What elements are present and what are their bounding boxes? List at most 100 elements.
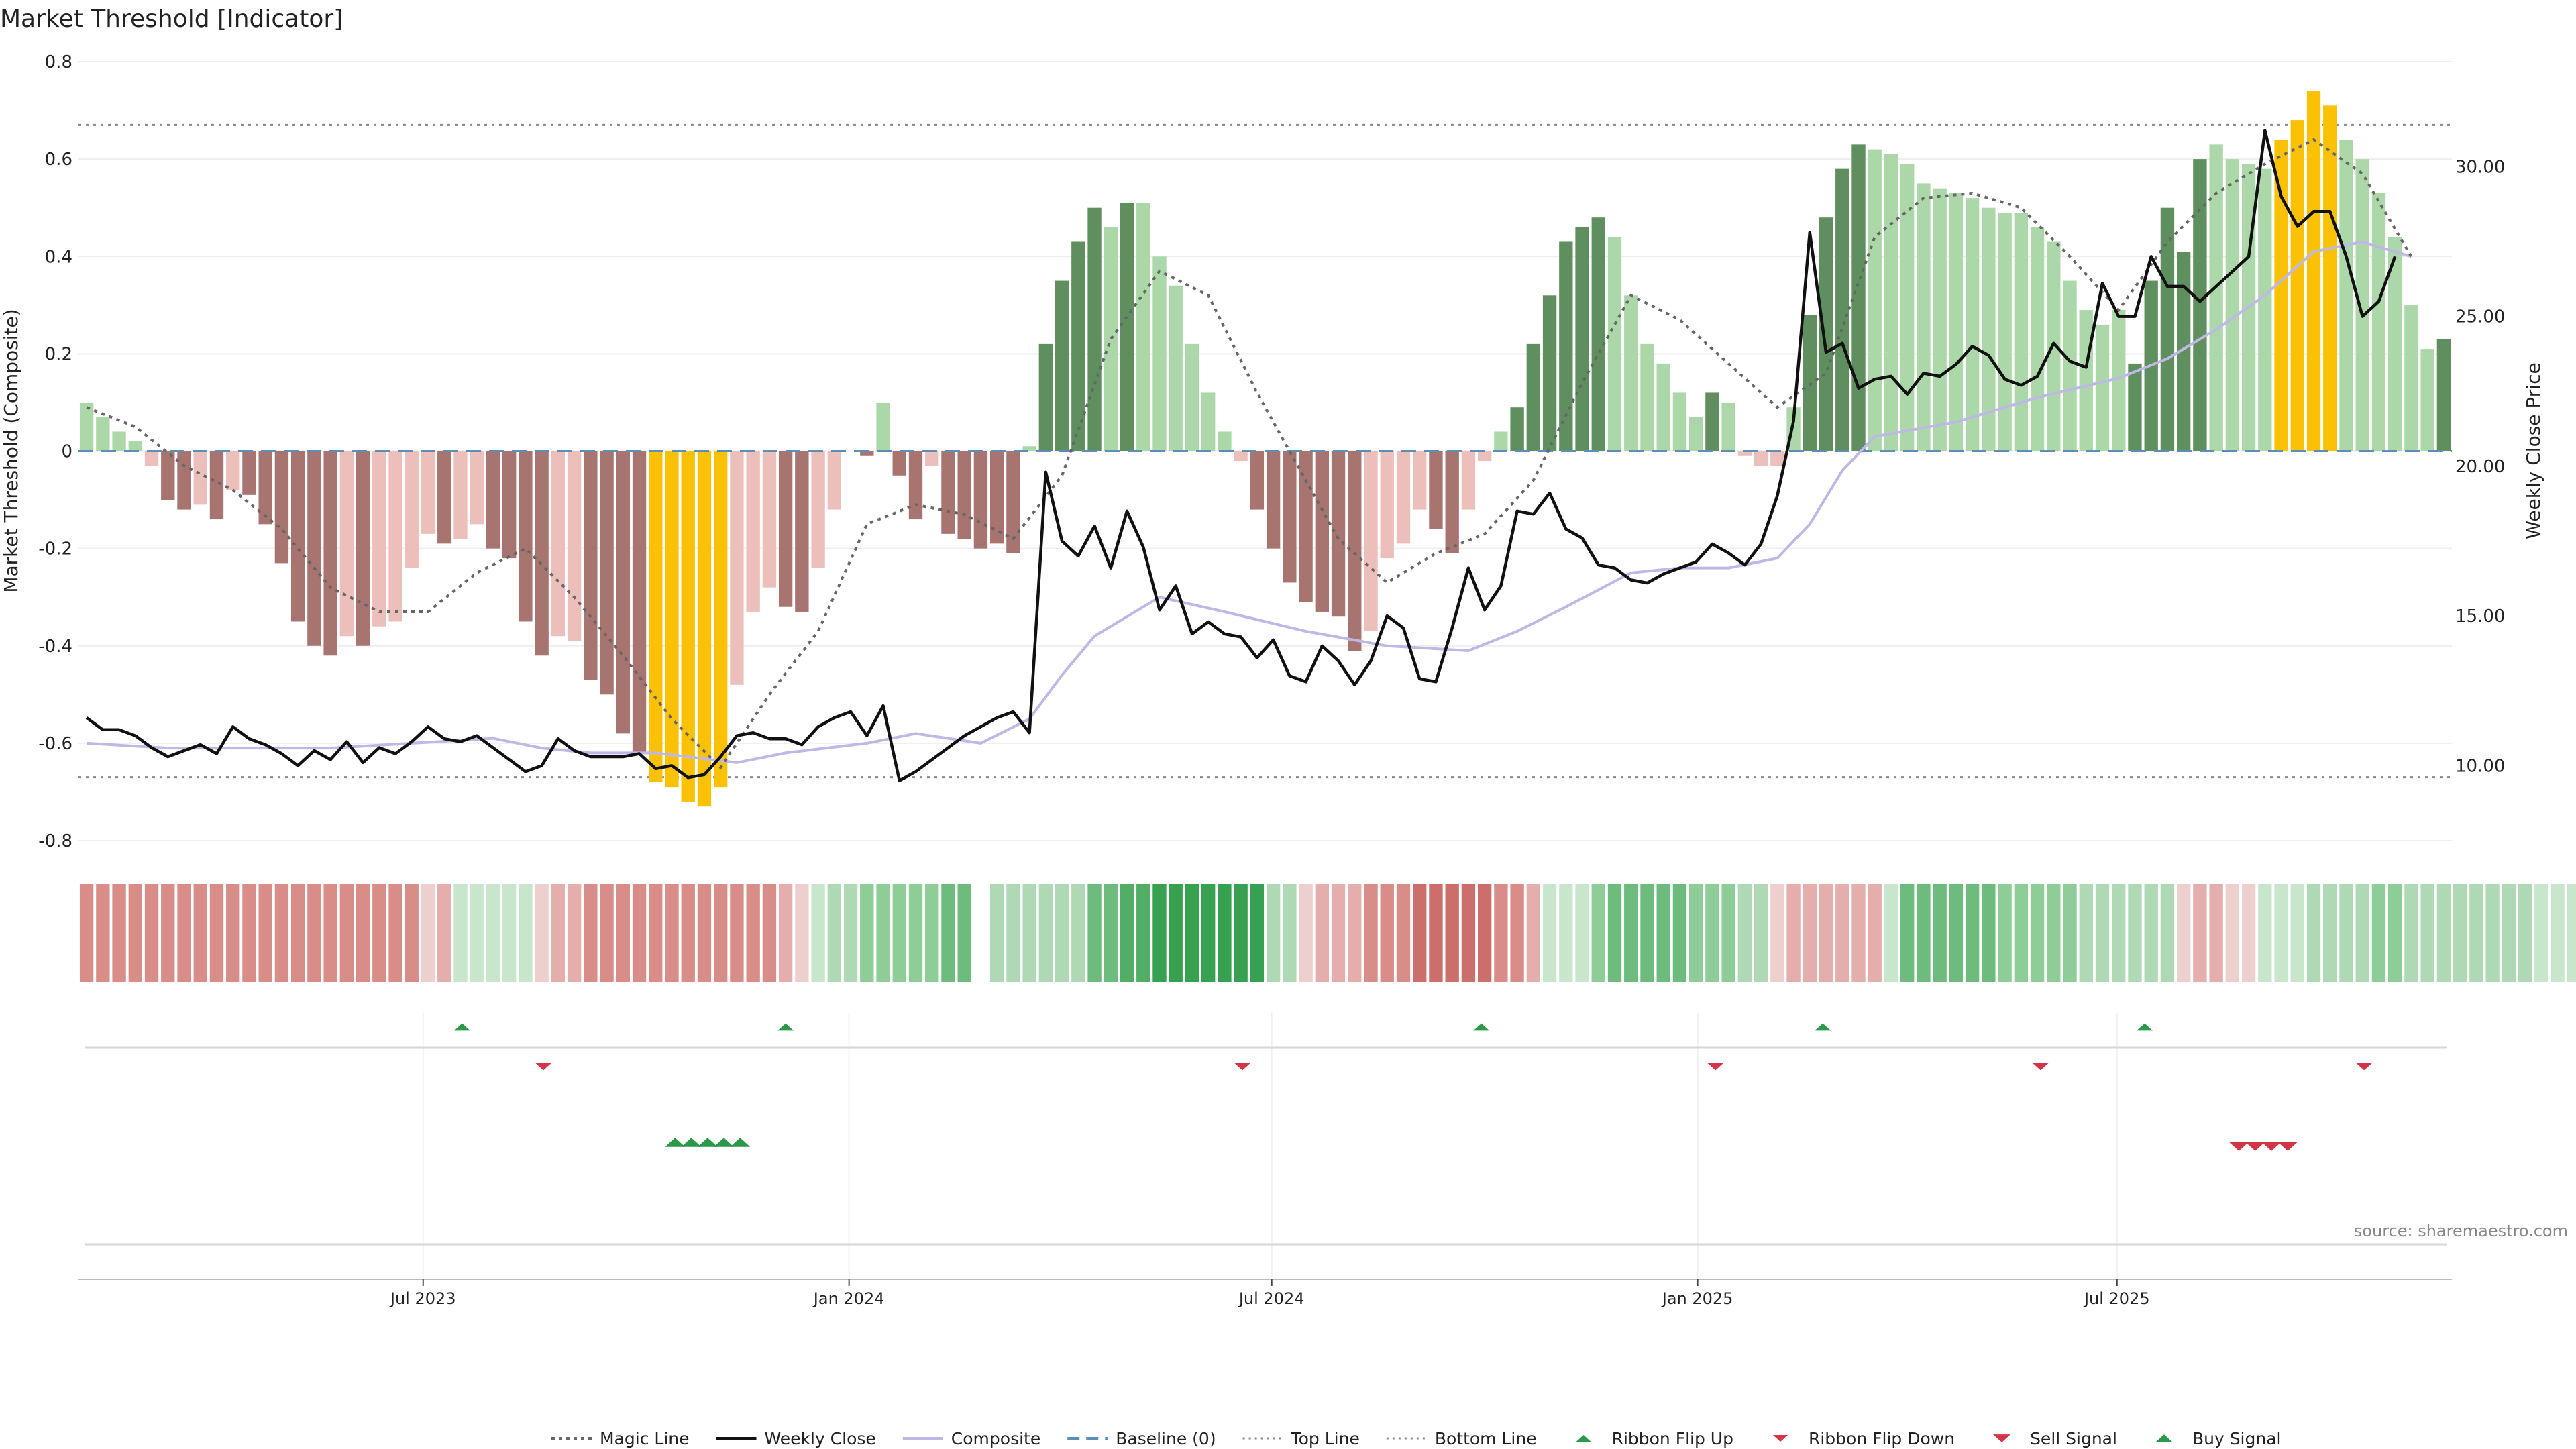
- ribbon-cell: [356, 884, 370, 982]
- composite-bar: [1185, 343, 1199, 451]
- composite-bar: [1933, 188, 1947, 451]
- ribbon-cell: [1152, 884, 1167, 982]
- composite-bar: [242, 451, 256, 495]
- ribbon-cell: [697, 884, 712, 982]
- composite-bar: [437, 451, 451, 544]
- ribbon-cell: [1429, 884, 1443, 982]
- ribbon-cell: [1234, 884, 1248, 982]
- ribbon-cell: [470, 884, 484, 982]
- composite-bar: [112, 431, 126, 451]
- ribbon-cell: [1445, 884, 1459, 982]
- ribbon-flip-up-marker: [2136, 1023, 2153, 1031]
- ribbon-cell: [1494, 884, 1508, 982]
- ribbon-flip-up-marker: [453, 1023, 470, 1031]
- ribbon-cell: [2160, 884, 2175, 982]
- ribbon-cell: [307, 884, 321, 982]
- ribbon-cell: [2274, 884, 2288, 982]
- composite-bar: [2112, 310, 2126, 451]
- composite-bar: [1591, 217, 1605, 451]
- ribbon-cell: [128, 884, 142, 982]
- ribbon-cell: [2209, 884, 2223, 982]
- composite-bar: [1688, 417, 1703, 451]
- legend-swatch: [1772, 1435, 1788, 1442]
- ribbon-cell: [502, 884, 517, 982]
- ribbon-cell: [2518, 884, 2532, 982]
- composite-bar: [339, 451, 354, 637]
- composite-bar: [161, 451, 175, 500]
- sell-signal-marker: [2229, 1142, 2249, 1151]
- ribbon-cell: [2225, 884, 2240, 982]
- composite-bar: [697, 451, 712, 807]
- composite-bar: [1721, 402, 1735, 451]
- composite-bar: [1087, 207, 1102, 451]
- ribbon-cell: [2176, 884, 2191, 982]
- legend-label: Bottom Line: [1435, 1429, 1537, 1448]
- legend-label: Top Line: [1291, 1429, 1360, 1448]
- composite-bar: [388, 451, 402, 622]
- signal-panel: [85, 1013, 2447, 1278]
- ribbon-cell: [1770, 884, 1784, 982]
- composite-bar: [649, 451, 663, 782]
- composite-bar: [811, 451, 825, 568]
- composite-bar: [1510, 407, 1524, 451]
- composite-bar: [2420, 349, 2434, 451]
- composite-bar: [1380, 451, 1394, 559]
- y-tick-label: 0.2: [45, 344, 72, 364]
- ribbon-cell: [1364, 884, 1378, 982]
- ribbon-cell: [2404, 884, 2418, 982]
- composite-bar: [1136, 203, 1150, 451]
- composite-bar: [1737, 451, 1752, 456]
- y-tick-label: 0.6: [45, 150, 72, 170]
- composite-bar: [1396, 451, 1411, 544]
- ribbon-cell: [388, 884, 402, 982]
- composite-bar: [600, 451, 614, 695]
- ribbon-cell: [1559, 884, 1573, 982]
- composite-bar: [323, 451, 337, 656]
- composite-bar: [96, 417, 110, 451]
- composite-bar: [1201, 392, 1216, 451]
- composite-bar: [1640, 343, 1654, 451]
- composite-bar: [567, 451, 582, 641]
- composite-bar: [1266, 451, 1281, 549]
- x-tick-label: Jul 2023: [389, 1289, 456, 1308]
- composite-bar: [2209, 144, 2223, 451]
- composite-bar: [2014, 212, 2029, 451]
- ribbon-cell: [876, 884, 890, 982]
- ribbon-cell: [519, 884, 533, 982]
- ribbon-cell: [79, 884, 94, 982]
- ribbon-cell: [860, 884, 874, 982]
- ribbon-cell: [2469, 884, 2483, 982]
- ribbon-cell: [372, 884, 386, 982]
- composite-bar: [1982, 207, 1996, 451]
- ribbon-cell: [2534, 884, 2548, 982]
- ribbon-cell: [2371, 884, 2386, 982]
- ribbon-cell: [649, 884, 663, 982]
- composite-bar: [1851, 144, 1866, 451]
- ribbon-cell: [1022, 884, 1036, 982]
- y-axis-label: Market Threshold (Composite): [0, 309, 22, 592]
- ribbon-cell: [925, 884, 939, 982]
- ribbon-cell: [1803, 884, 1817, 982]
- ribbon-cell: [1461, 884, 1476, 982]
- ribbon-cell: [2453, 884, 2467, 982]
- ribbon-cell: [1038, 884, 1053, 982]
- ribbon-cell: [1591, 884, 1605, 982]
- ribbon-cell: [567, 884, 582, 982]
- ribbon-cell: [1413, 884, 1427, 982]
- composite-bar: [876, 402, 890, 451]
- ribbon-flip-down-marker: [1234, 1063, 1251, 1071]
- composite-bar: [1006, 451, 1020, 553]
- ribbon-cell: [681, 884, 695, 982]
- ribbon-cell: [1998, 884, 2012, 982]
- composite-bar: [1055, 280, 1069, 451]
- ribbon-cell: [1624, 884, 1638, 982]
- legend-item: Sell Signal: [1993, 1429, 2117, 1448]
- legend-label: Weekly Close: [765, 1429, 876, 1448]
- ribbon-cell: [730, 884, 744, 982]
- composite-bar: [193, 451, 207, 505]
- composite-bar: [405, 451, 419, 568]
- composite-bar: [1364, 451, 1378, 631]
- composite-bar: [519, 451, 533, 622]
- ribbon-cell: [193, 884, 207, 982]
